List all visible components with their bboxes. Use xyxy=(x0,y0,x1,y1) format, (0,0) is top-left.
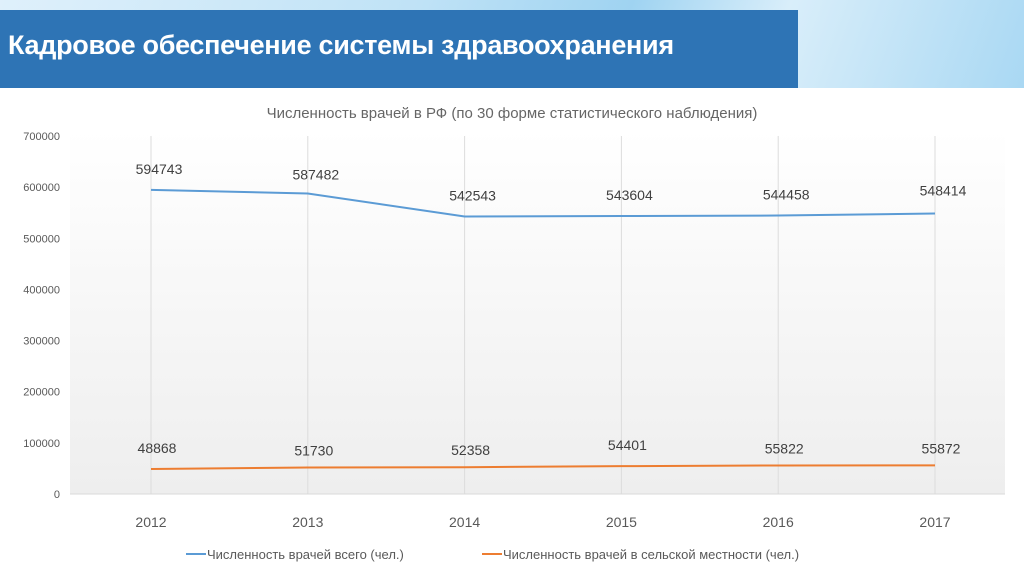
plot-area xyxy=(70,130,1005,494)
x-tick-label: 2015 xyxy=(606,514,637,530)
data-label: 48868 xyxy=(138,440,177,456)
x-tick-label: 2017 xyxy=(919,514,950,530)
data-label: 544458 xyxy=(763,187,810,203)
x-tick-label: 2014 xyxy=(449,514,480,530)
legend-label: Численность врачей всего (чел.) xyxy=(207,547,404,562)
y-tick-label: 300000 xyxy=(23,336,60,348)
data-label: 55872 xyxy=(922,440,961,456)
chart-title: Численность врачей в РФ (по 30 форме ста… xyxy=(267,105,758,122)
data-label: 54401 xyxy=(608,437,647,453)
x-tick-label: 2013 xyxy=(292,514,323,530)
series-line-0 xyxy=(150,188,936,218)
x-tick-label: 2012 xyxy=(135,514,166,530)
y-tick-label: 200000 xyxy=(23,387,60,399)
data-label: 52358 xyxy=(451,442,490,458)
data-label: 548414 xyxy=(920,183,967,199)
data-label: 51730 xyxy=(294,443,333,459)
y-tick-label: 600000 xyxy=(23,182,60,194)
y-tick-label: 100000 xyxy=(23,438,60,450)
data-label: 55822 xyxy=(765,440,804,456)
y-tick-label: 500000 xyxy=(23,233,60,245)
data-label: 587482 xyxy=(292,167,339,183)
y-tick-label: 0 xyxy=(54,489,60,501)
series-line-1 xyxy=(150,464,936,471)
legend-label: Численность врачей в сельской местности … xyxy=(503,547,799,562)
y-tick-label: 700000 xyxy=(23,131,60,143)
title-banner xyxy=(0,10,798,88)
data-label: 542543 xyxy=(449,188,496,204)
slide-title: Кадровое обеспечение системы здравоохран… xyxy=(8,30,674,60)
data-label: 543604 xyxy=(606,187,653,203)
x-tick-label: 2016 xyxy=(763,514,794,530)
y-tick-label: 400000 xyxy=(23,284,60,296)
data-label: 594743 xyxy=(136,161,183,177)
